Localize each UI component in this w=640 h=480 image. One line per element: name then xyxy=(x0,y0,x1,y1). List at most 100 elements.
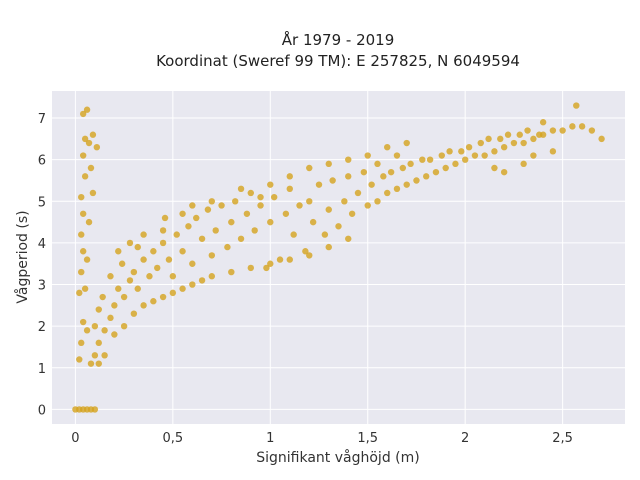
data-point xyxy=(85,139,93,147)
data-point xyxy=(198,235,206,242)
data-point xyxy=(549,127,557,134)
data-point xyxy=(471,152,479,159)
data-point xyxy=(530,135,537,143)
data-point xyxy=(419,156,426,163)
data-point xyxy=(530,152,537,159)
data-point xyxy=(341,198,348,205)
data-point xyxy=(120,293,128,301)
y-tick-label: 1 xyxy=(38,362,46,377)
data-point xyxy=(228,268,235,276)
data-point xyxy=(150,248,157,255)
data-point xyxy=(224,243,231,251)
data-point xyxy=(458,148,465,155)
data-point xyxy=(374,198,381,205)
data-point xyxy=(384,189,391,197)
y-tick-label: 2 xyxy=(38,320,46,335)
data-point xyxy=(302,248,309,255)
data-point xyxy=(87,164,95,172)
data-point xyxy=(329,177,336,184)
data-point xyxy=(387,168,395,176)
data-point xyxy=(179,210,186,217)
chart-title: År 1979 - 2019 xyxy=(282,30,395,49)
data-point xyxy=(516,131,523,138)
data-point xyxy=(438,152,445,159)
data-point xyxy=(154,264,161,272)
data-point xyxy=(85,218,93,226)
chart-subtitle: Koordinat (Sweref 99 TM): E 257825, N 60… xyxy=(156,52,520,70)
data-point xyxy=(384,143,391,151)
data-point xyxy=(140,231,147,238)
data-point xyxy=(243,210,251,217)
data-point xyxy=(169,289,177,297)
data-point xyxy=(91,406,99,413)
data-point xyxy=(267,218,274,226)
data-point xyxy=(120,322,128,330)
data-point xyxy=(335,223,342,230)
data-point xyxy=(76,289,83,297)
data-point xyxy=(83,256,91,263)
data-point xyxy=(134,243,141,251)
data-point xyxy=(101,352,108,359)
data-point xyxy=(126,277,134,284)
data-point xyxy=(208,273,216,280)
data-point xyxy=(218,202,225,209)
data-point xyxy=(267,260,274,267)
data-point xyxy=(399,164,407,172)
y-axis-ticks: 0 1 2 3 4 5 6 7 xyxy=(38,112,46,418)
plot-area xyxy=(52,91,625,424)
data-point xyxy=(83,106,91,113)
data-point xyxy=(208,198,216,205)
data-point xyxy=(78,193,85,201)
data-point xyxy=(325,206,332,213)
data-point xyxy=(193,214,200,222)
data-point xyxy=(78,231,85,238)
data-point xyxy=(179,285,186,292)
y-axis-label: Vågperiod (s) xyxy=(14,210,31,303)
data-point xyxy=(173,231,180,238)
data-point xyxy=(91,352,99,359)
data-point xyxy=(130,310,138,317)
data-point xyxy=(426,156,434,163)
data-point xyxy=(257,193,264,201)
data-point xyxy=(588,127,596,134)
data-point xyxy=(140,302,147,309)
data-point xyxy=(364,202,371,209)
data-point xyxy=(165,256,173,263)
data-point xyxy=(126,239,134,247)
data-point xyxy=(407,160,414,168)
data-point xyxy=(232,198,239,205)
data-point xyxy=(578,123,586,130)
data-point xyxy=(360,168,368,176)
x-tick-label: 1,5 xyxy=(357,431,378,446)
data-point xyxy=(491,148,498,155)
data-point xyxy=(403,181,410,188)
data-point xyxy=(189,260,196,267)
data-point xyxy=(76,356,83,363)
x-tick-label: 1 xyxy=(266,431,274,446)
x-axis-ticks: 0 0,5 1 1,5 2 2,5 xyxy=(71,431,573,446)
data-point xyxy=(306,164,313,172)
data-point xyxy=(115,248,122,255)
data-point xyxy=(93,143,101,151)
data-point xyxy=(161,214,169,222)
data-point xyxy=(228,218,235,226)
y-tick-label: 0 xyxy=(38,403,46,418)
data-point xyxy=(263,264,270,272)
data-point xyxy=(520,160,527,168)
data-point xyxy=(500,168,508,176)
data-point xyxy=(111,302,118,309)
data-point xyxy=(442,164,449,172)
data-point xyxy=(247,189,254,197)
data-point xyxy=(276,256,284,263)
data-point xyxy=(79,110,87,118)
data-point xyxy=(107,273,114,280)
data-point xyxy=(380,173,387,180)
data-point xyxy=(286,256,293,263)
data-point xyxy=(81,285,89,292)
data-point xyxy=(79,248,87,255)
data-point xyxy=(524,127,531,134)
y-tick-label: 4 xyxy=(38,237,46,252)
data-point xyxy=(510,139,518,147)
data-point xyxy=(491,164,498,172)
